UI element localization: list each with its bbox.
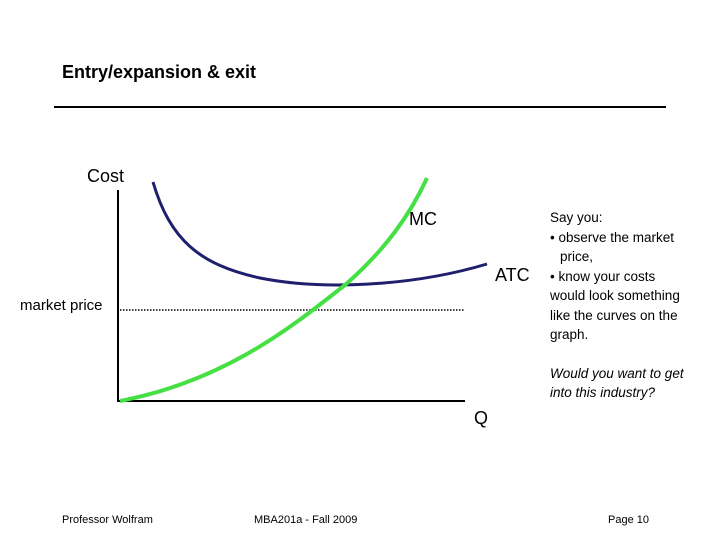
say-you-line: graph. xyxy=(550,327,589,342)
question-line: Would you want to get xyxy=(550,366,684,381)
mc-label: MC xyxy=(409,209,437,229)
cost-axis-label: Cost xyxy=(87,166,125,186)
say-you-text: Say you: • observe the market price, • k… xyxy=(550,208,710,345)
footer-page-number: Page 10 xyxy=(608,514,649,526)
say-you-line: would look something xyxy=(550,288,680,303)
slide-title: Entry/expansion & exit xyxy=(62,62,257,82)
say-you-line: Say you: xyxy=(550,210,603,225)
footer-course: MBA201a - Fall 2009 xyxy=(254,514,358,526)
quantity-axis-label: Q xyxy=(474,408,489,428)
atc-label: ATC xyxy=(495,265,530,285)
say-you-line: like the curves on the xyxy=(550,307,678,323)
say-you-line: price, xyxy=(560,249,594,264)
question-text: Would you want to get into this industry… xyxy=(550,364,715,402)
market-price-label: market price xyxy=(20,297,103,314)
say-you-line: • know your costs xyxy=(550,268,656,284)
mc-curve xyxy=(119,177,429,403)
footer-author: Professor Wolfram xyxy=(62,514,153,526)
atc-curve xyxy=(151,181,488,287)
say-you-line: • observe the market xyxy=(550,229,675,245)
question-line: into this industry? xyxy=(550,385,656,400)
title-divider xyxy=(54,106,666,108)
